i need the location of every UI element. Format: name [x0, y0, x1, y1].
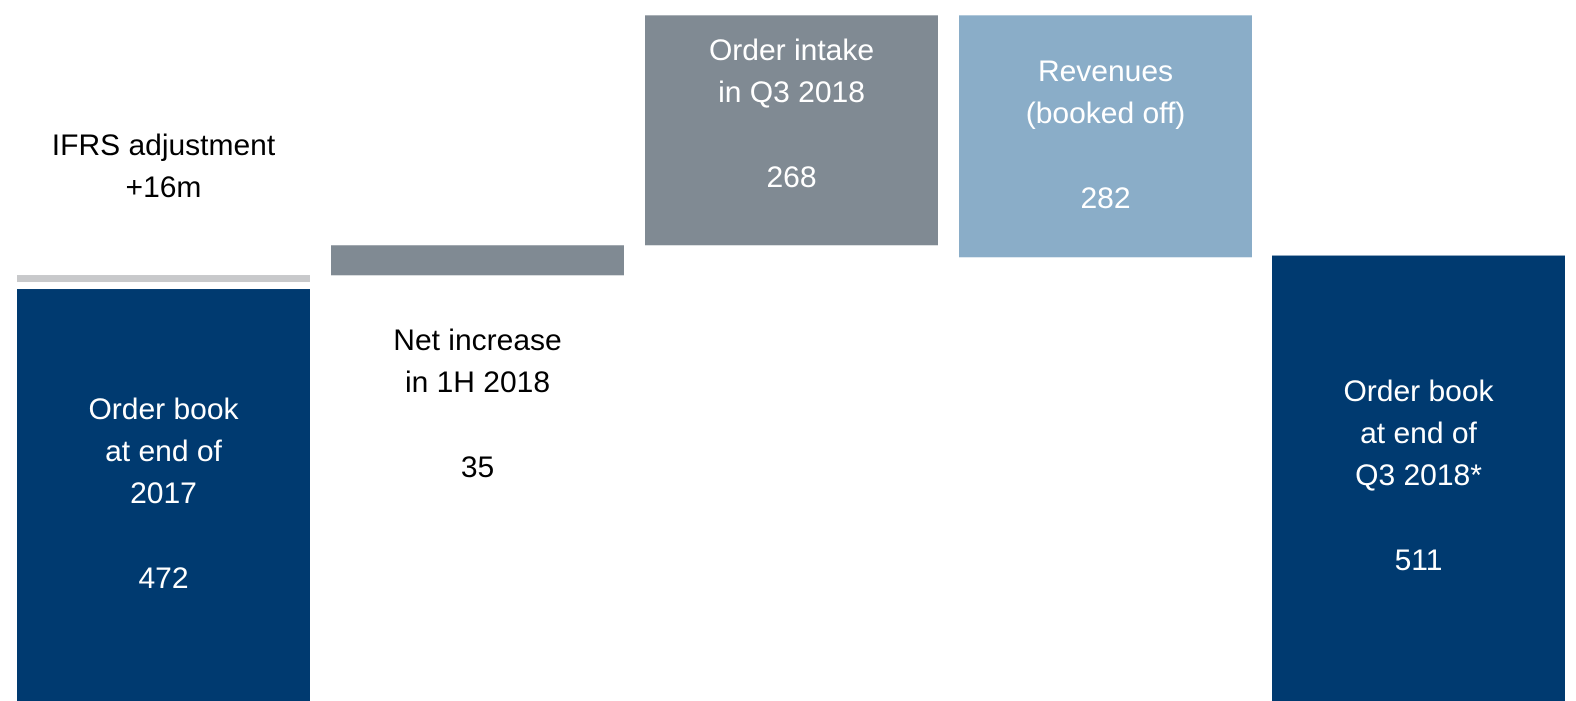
bar: [17, 275, 310, 283]
value-label: 282: [1080, 182, 1130, 215]
bar-label: Order book: [88, 393, 239, 426]
bar-label: in Q3 2018: [718, 76, 865, 109]
value-label: 511: [1395, 544, 1443, 577]
bar-label: at end of: [1360, 417, 1477, 450]
bar-label: Order intake: [709, 34, 874, 67]
value-label: 35: [461, 451, 494, 484]
value-label: +16m: [126, 171, 202, 204]
bar: [959, 15, 1252, 258]
bar: [17, 289, 310, 701]
bar-label: Order book: [1343, 375, 1494, 408]
bar-label: at end of: [105, 435, 222, 468]
bar-label: Revenues: [1038, 55, 1173, 88]
bar-label: Q3 2018*: [1355, 459, 1482, 492]
bar-label: IFRS adjustment: [52, 129, 276, 162]
bar-label: Net increase: [393, 324, 561, 357]
bar-label: in 1H 2018: [405, 366, 550, 399]
value-label: 268: [766, 161, 816, 194]
bar: [331, 245, 624, 276]
bar: [1272, 255, 1565, 701]
bar-label: (booked off): [1026, 97, 1186, 130]
value-label: 472: [138, 562, 188, 595]
bar-label: 2017: [130, 477, 197, 510]
bar: [645, 15, 938, 246]
